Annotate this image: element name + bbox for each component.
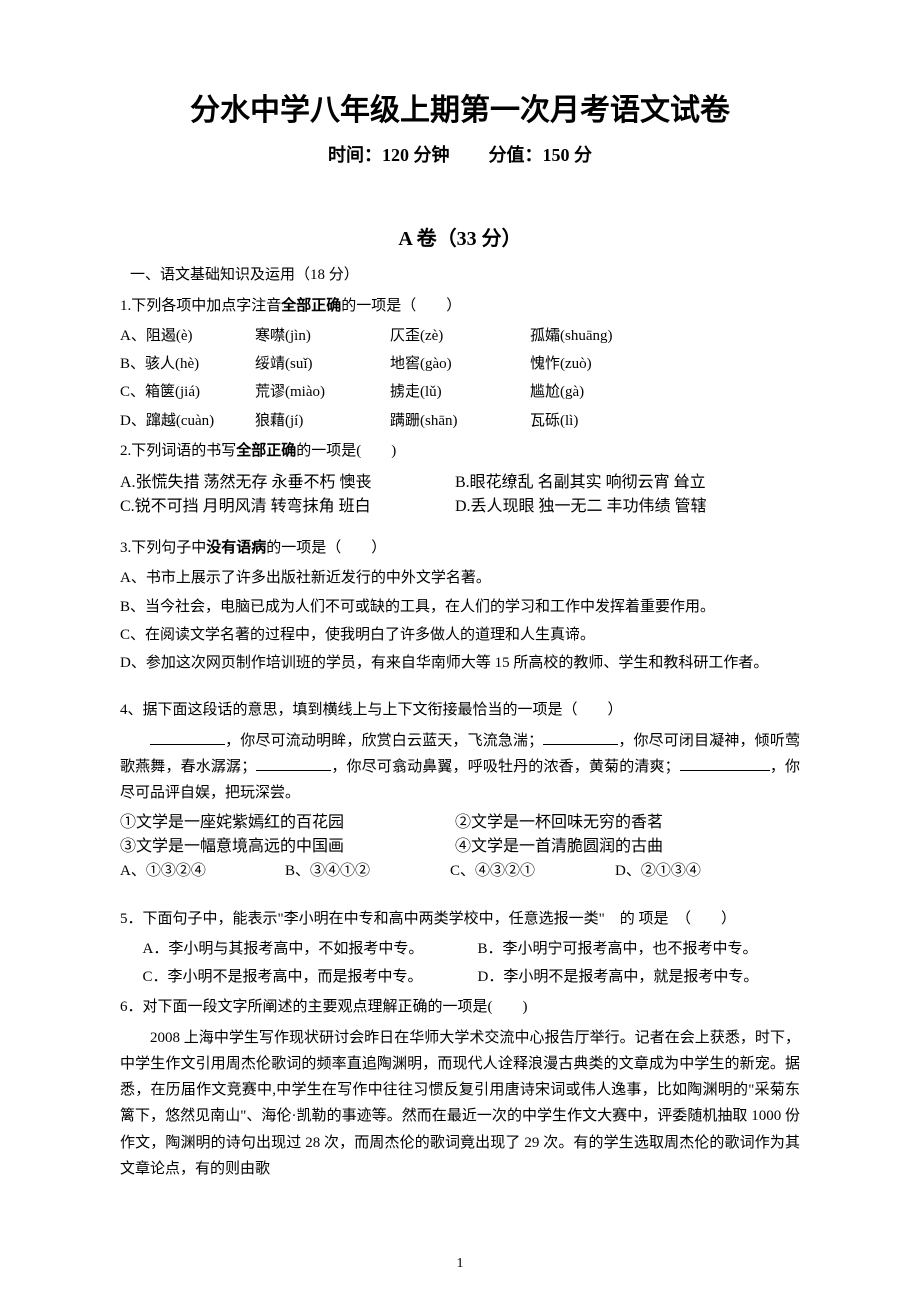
score-info: 分值：150 分 <box>489 145 593 165</box>
q5-optB: B．李小明宁可报考高中，也不报考中专。 <box>478 936 801 962</box>
q1-optB: B、骇人(hè) 绥靖(suǐ) 地窖(gào) 愧怍(zuò) <box>120 351 800 377</box>
blank-4 <box>680 755 770 771</box>
q4-fillblank: ，你尽可流动明眸，欣赏白云蓝天，飞流急湍；，你尽可闭目凝神，倾听莺歌燕舞，春水潺… <box>120 728 800 807</box>
q1-optC-4: 尴尬(gà) <box>530 379 690 405</box>
q4-p1c: ，你尽可翕动鼻翼，呼吸牡丹的浓香，黄菊的清爽； <box>331 759 679 775</box>
q1-optC-1: C、箱箧(jiá) <box>120 379 255 405</box>
q1-optD-2: 狼藉(jí) <box>255 408 390 434</box>
q4-circ4: ④文学是一首清脆圆润的古曲 <box>455 832 800 856</box>
q4-circled-row1: ①文学是一座姹紫嫣红的百花园 ②文学是一杯回味无穷的香茗 <box>120 808 800 832</box>
q5-optA: A．李小明与其报考高中，不如报考中专。 <box>143 936 478 962</box>
q1-optB-1: B、骇人(hè) <box>120 351 255 377</box>
q1-stem-bold: 全部正确 <box>281 298 341 314</box>
blank-2 <box>543 729 618 745</box>
q3-optA: A、书市上展示了许多出版社新近发行的中外文学名著。 <box>120 565 800 591</box>
q1-optC-2: 荒谬(miào) <box>255 379 390 405</box>
q1-optD-3: 蹒跚(shān) <box>390 408 530 434</box>
q1-stem-post: 的一项是（ ） <box>341 298 461 314</box>
q6-para: 2008 上海中学生写作现状研讨会昨日在华师大学术交流中心报告厅举行。记者在会上… <box>120 1025 800 1183</box>
q4-optB: B、③④①② <box>285 858 450 884</box>
q4-stem: 4、据下面这段话的意思，填到横线上与上下文衔接最恰当的一项是（ ） <box>120 697 800 723</box>
q1-optA-4: 孤孀(shuāng) <box>530 323 690 349</box>
q1-optA-1: A、阻遏(è) <box>120 323 255 349</box>
q4-circ2: ②文学是一杯回味无穷的香茗 <box>455 808 800 832</box>
q3-optC: C、在阅读文学名著的过程中，使我明白了许多做人的道理和人生真谛。 <box>120 622 800 648</box>
section1-heading: 一、语文基础知识及运用（18 分） <box>130 263 800 289</box>
blank-1 <box>150 729 225 745</box>
q3-stem: 3.下列句子中没有语病的一项是（ ） <box>120 535 800 561</box>
section-a-title: A 卷（33 分） <box>120 222 800 251</box>
q2-optD: D.丢人现眼 独一无二 丰功伟绩 管辖 <box>455 492 800 516</box>
q4-optA: A、①③②④ <box>120 858 285 884</box>
q2-stem-bold: 全部正确 <box>236 443 296 459</box>
q2-optA: A.张慌失措 荡然无存 永垂不朽 懊丧 <box>120 468 455 492</box>
q1-optD-1: D、蹿越(cuàn) <box>120 408 255 434</box>
q1-optB-2: 绥靖(suǐ) <box>255 351 390 377</box>
page-number: 1 <box>0 1256 920 1272</box>
q4-circ3: ③文学是一幅意境高远的中国画 <box>120 832 455 856</box>
q6-stem: 6．对下面一段文字所阐述的主要观点理解正确的一项是( ) <box>120 994 800 1020</box>
page-title: 分水中学八年级上期第一次月考语文试卷 <box>120 85 800 129</box>
q4-circ1: ①文学是一座姹紫嫣红的百花园 <box>120 808 455 832</box>
q2-row2: C.锐不可挡 月明风清 转弯抹角 班白 D.丢人现眼 独一无二 丰功伟绩 管辖 <box>120 492 800 516</box>
q2-optC: C.锐不可挡 月明风清 转弯抹角 班白 <box>120 492 455 516</box>
q3-stem-pre: 3.下列句子中 <box>120 540 206 556</box>
q2-optB: B.眼花缭乱 名副其实 响彻云宵 耸立 <box>455 468 800 492</box>
q4-optC: C、④③②① <box>450 858 615 884</box>
q1-optA: A、阻遏(è) 寒噤(jìn) 仄歪(zè) 孤孀(shuāng) <box>120 323 800 349</box>
q3-stem-bold: 没有语病 <box>206 540 266 556</box>
q2-stem: 2.下列词语的书写全部正确的一项是( ) <box>120 438 800 464</box>
q2-stem-pre: 2.下列词语的书写 <box>120 443 236 459</box>
q4-options: A、①③②④ B、③④①② C、④③②① D、②①③④ <box>120 858 800 884</box>
q1-stem: 1.下列各项中加点字注音全部正确的一项是（ ） <box>120 293 800 319</box>
blank-3 <box>256 755 331 771</box>
q3-stem-post: 的一项是（ ） <box>266 540 386 556</box>
q1-optC-3: 掳走(lǔ) <box>390 379 530 405</box>
q1-optB-4: 愧怍(zuò) <box>530 351 690 377</box>
q1-optA-2: 寒噤(jìn) <box>255 323 390 349</box>
q2-row1: A.张慌失措 荡然无存 永垂不朽 懊丧 B.眼花缭乱 名副其实 响彻云宵 耸立 <box>120 468 800 492</box>
q4-circled-row2: ③文学是一幅意境高远的中国画 ④文学是一首清脆圆润的古曲 <box>120 832 800 856</box>
q5-optC: C．李小明不是报考高中，而是报考中专。 <box>143 964 478 990</box>
q5-row1: A．李小明与其报考高中，不如报考中专。 B．李小明宁可报考高中，也不报考中专。 <box>120 936 800 962</box>
q5-row2: C．李小明不是报考高中，而是报考中专。 D．李小明不是报考高中，就是报考中专。 <box>120 964 800 990</box>
q1-optD-4: 瓦砾(lì) <box>530 408 690 434</box>
q4-p1a: ，你尽可流动明眸，欣赏白云蓝天，飞流急湍； <box>225 733 543 749</box>
q1-optD: D、蹿越(cuàn) 狼藉(jí) 蹒跚(shān) 瓦砾(lì) <box>120 408 800 434</box>
q5-stem: 5．下面句子中，能表示"李小明在中专和高中两类学校中，任意选报一类" 的 项是 … <box>120 906 800 932</box>
q1-optA-3: 仄歪(zè) <box>390 323 530 349</box>
q2-stem-post: 的一项是( ) <box>296 443 396 459</box>
q3-optD: D、参加这次网页制作培训班的学员，有来自华南师大等 15 所高校的教师、学生和教… <box>120 650 800 676</box>
time-info: 时间：120 分钟 <box>328 145 450 165</box>
exam-page: 分水中学八年级上期第一次月考语文试卷 时间：120 分钟 分值：150 分 A … <box>0 0 920 1302</box>
q1-optC: C、箱箧(jiá) 荒谬(miào) 掳走(lǔ) 尴尬(gà) <box>120 379 800 405</box>
q1-stem-pre: 1.下列各项中加点字注音 <box>120 298 281 314</box>
subtitle: 时间：120 分钟 分值：150 分 <box>120 141 800 167</box>
q3-optB: B、当今社会，电脑已成为人们不可或缺的工具，在人们的学习和工作中发挥着重要作用。 <box>120 594 800 620</box>
q1-optB-3: 地窖(gào) <box>390 351 530 377</box>
q4-optD: D、②①③④ <box>615 858 780 884</box>
q5-optD: D．李小明不是报考高中，就是报考中专。 <box>478 964 801 990</box>
